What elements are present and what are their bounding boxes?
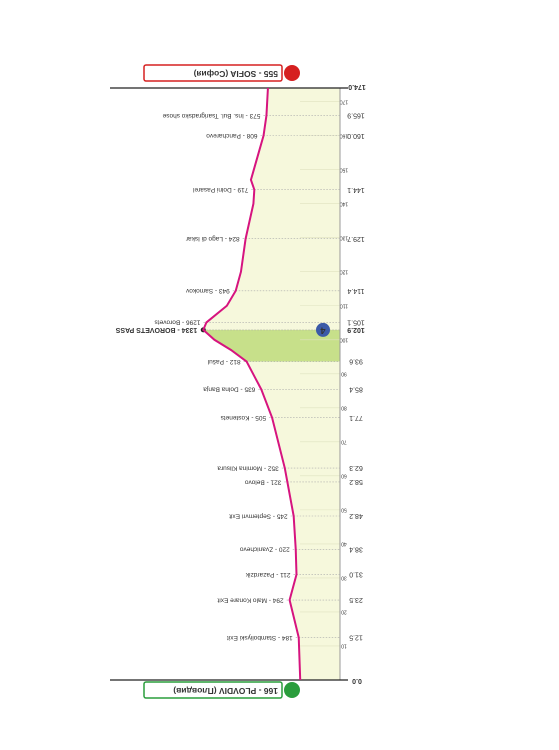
profile-line xyxy=(202,87,302,681)
x-tick-label: 130 xyxy=(340,234,349,240)
finish-icon xyxy=(284,65,300,81)
x-tick-label: 150 xyxy=(340,166,349,172)
x-tick-label: 140 xyxy=(340,200,349,206)
km-label: 165.9 xyxy=(347,112,365,119)
waypoint-label: 608 - Pancharevo xyxy=(206,132,258,139)
waypoint-label: 352 - Momina Klisura xyxy=(217,464,279,471)
finish-box xyxy=(143,64,283,82)
climb-badge xyxy=(316,322,330,337)
start-label: 166 - PLOVDIV (Пловдив) xyxy=(173,686,278,696)
waypoint-label: 505 - Kostenets xyxy=(220,414,266,421)
x-tick-label: 20 xyxy=(341,609,347,615)
km-label: 144.1 xyxy=(347,186,365,193)
x-tick-label: 120 xyxy=(340,268,349,274)
waypoint-label: 719 - Dolni Pasarel xyxy=(192,186,248,193)
waypoint-label: 245 - Septemvri Exit xyxy=(229,512,288,519)
waypoint-label: 812 - Pašul xyxy=(207,358,240,365)
x-tick-label: 40 xyxy=(341,541,347,547)
waypoint-label: 943 - Samokov xyxy=(185,287,229,294)
waypoint-label: 294 - Malo Konare Exit xyxy=(217,596,283,603)
x-tick-label: 10 xyxy=(341,643,347,649)
x-tick-label: 50 xyxy=(341,507,347,513)
waypoint-label: 1296 - Borovets xyxy=(154,319,201,326)
waypoint-label: 1334 - BOROVETS PASS xyxy=(115,326,197,333)
finish-km: 174.0 xyxy=(348,83,366,90)
x-tick-label: 30 xyxy=(341,575,347,581)
waypoint-label: 321 - Belovo xyxy=(244,478,281,485)
km-label: 58.2 xyxy=(349,478,363,485)
km-label: 85.4 xyxy=(349,386,363,393)
x-tick-label: 70 xyxy=(341,439,347,445)
km-label: 105.1 xyxy=(347,319,365,326)
waypoint-label: 211 - Pazardzik xyxy=(245,571,290,578)
start-icon xyxy=(284,682,300,698)
km-label: 129.7 xyxy=(347,235,365,242)
km-label: 38.4 xyxy=(349,546,363,553)
finish-label: 555 - SOFIA (София) xyxy=(193,69,278,79)
km-label: 48.2 xyxy=(349,512,363,519)
x-tick-label: 110 xyxy=(340,302,348,308)
x-tick-label: 160 xyxy=(340,132,349,138)
x-tick-label: 80 xyxy=(341,404,347,410)
km-label: 77.1 xyxy=(349,414,363,421)
km-label: 62.3 xyxy=(349,464,363,471)
x-tick-label: 90 xyxy=(341,370,347,376)
x-tick-label: 60 xyxy=(341,473,347,479)
climb-category: 4 xyxy=(320,326,325,336)
km-label: 114.4 xyxy=(347,287,364,294)
profile-area xyxy=(203,88,340,680)
km-label: 160.0 xyxy=(347,132,365,139)
waypoint-label: 184 - Stamboliyski Exit xyxy=(227,634,293,641)
km-label: 102.9 xyxy=(347,326,365,333)
waypoint-label: 824 - Lago di Iskar xyxy=(185,235,240,242)
waypoint-label: 635 - Dolna Banja xyxy=(203,386,255,393)
km-label: 23.5 xyxy=(349,596,363,603)
waypoint-label: 573 - Ins. Bul. Tsarigradsko shose xyxy=(162,112,260,119)
x-tick-label: 100 xyxy=(340,336,349,342)
km-label: 12.5 xyxy=(349,634,363,641)
km-label: 31.0 xyxy=(349,571,363,578)
x-tick-label: 170 xyxy=(340,98,349,104)
start-box xyxy=(143,681,283,699)
start-km: 0.0 xyxy=(352,677,362,684)
km-label: 93.6 xyxy=(349,358,363,365)
waypoint-label: 220 - Zvanichevo xyxy=(239,546,289,553)
